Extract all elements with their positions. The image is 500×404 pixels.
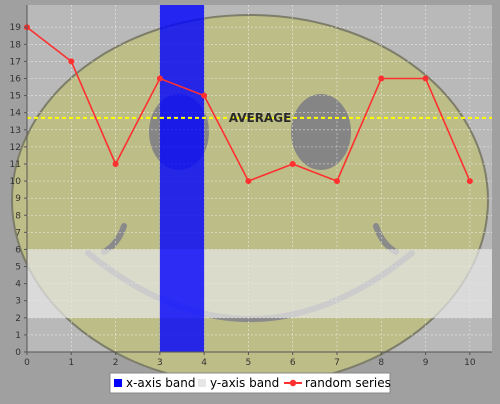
- legend-swatch-y-axis-band: [198, 379, 206, 387]
- series-point: [68, 58, 75, 65]
- x-tick-label: 0: [24, 358, 30, 368]
- legend: x-axis band y-axis band random series: [109, 372, 391, 394]
- x-tick-label: 8: [378, 358, 384, 368]
- y-tick-label: 10: [10, 177, 22, 187]
- y-tick-label: 3: [15, 297, 21, 307]
- x-tick-label: 7: [334, 358, 340, 368]
- y-tick-label: 17: [10, 57, 21, 67]
- x-tick-label: 6: [290, 358, 296, 368]
- y-tick-label: 0: [15, 348, 21, 358]
- series-point: [245, 178, 252, 185]
- x-tick-label: 3: [157, 358, 163, 368]
- y-tick-label: 4: [15, 280, 21, 290]
- legend-label-random-series: random series: [305, 376, 391, 390]
- series-point: [112, 160, 119, 167]
- x-tick-label: 5: [246, 358, 252, 368]
- series-point: [334, 178, 340, 185]
- y-tick-label: 15: [10, 92, 21, 102]
- y-tick-label: 16: [10, 75, 22, 85]
- x-axis-band: [159, 5, 205, 352]
- y-tick-label: 13: [10, 126, 21, 136]
- y-tick-label: 2: [15, 314, 21, 324]
- y-tick-label: 18: [10, 40, 22, 50]
- series-point: [378, 75, 385, 82]
- legend-swatch-x-axis-band: [114, 379, 122, 387]
- y-tick-label: 5: [15, 263, 21, 273]
- legend-swatch-random-series-marker: [289, 379, 297, 387]
- y-tick-label: 14: [10, 109, 22, 119]
- series-point: [422, 75, 429, 82]
- x-tick-label: 10: [464, 358, 476, 368]
- y-tick-label: 8: [15, 211, 21, 221]
- legend-label-y-axis-band: y-axis band: [210, 376, 279, 390]
- x-tick-label: 4: [201, 358, 207, 368]
- series-point: [466, 178, 473, 185]
- x-tick-label: 1: [68, 358, 74, 368]
- y-tick-label: 1: [15, 331, 21, 341]
- legend-box: [109, 372, 391, 394]
- smiley-face-image: [11, 14, 489, 386]
- x-tick-label: 9: [423, 358, 429, 368]
- series-point: [289, 160, 296, 167]
- y-tick-label: 12: [10, 143, 21, 153]
- x-tick-label: 2: [113, 358, 119, 368]
- y-axis-band: [27, 249, 492, 318]
- smiley-right-eye: [291, 94, 351, 170]
- y-tick-label: 7: [15, 228, 21, 238]
- y-tick-label: 11: [10, 160, 21, 170]
- series-point: [156, 75, 163, 82]
- smiley-face-circle: [11, 14, 489, 386]
- series-point: [201, 92, 208, 99]
- legend-label-x-axis-band: x-axis band: [126, 376, 195, 390]
- y-tick-label: 6: [15, 245, 21, 255]
- y-tick-label: 9: [15, 194, 21, 204]
- average-label: AVERAGE: [229, 111, 292, 125]
- y-tick-label: 19: [10, 23, 22, 33]
